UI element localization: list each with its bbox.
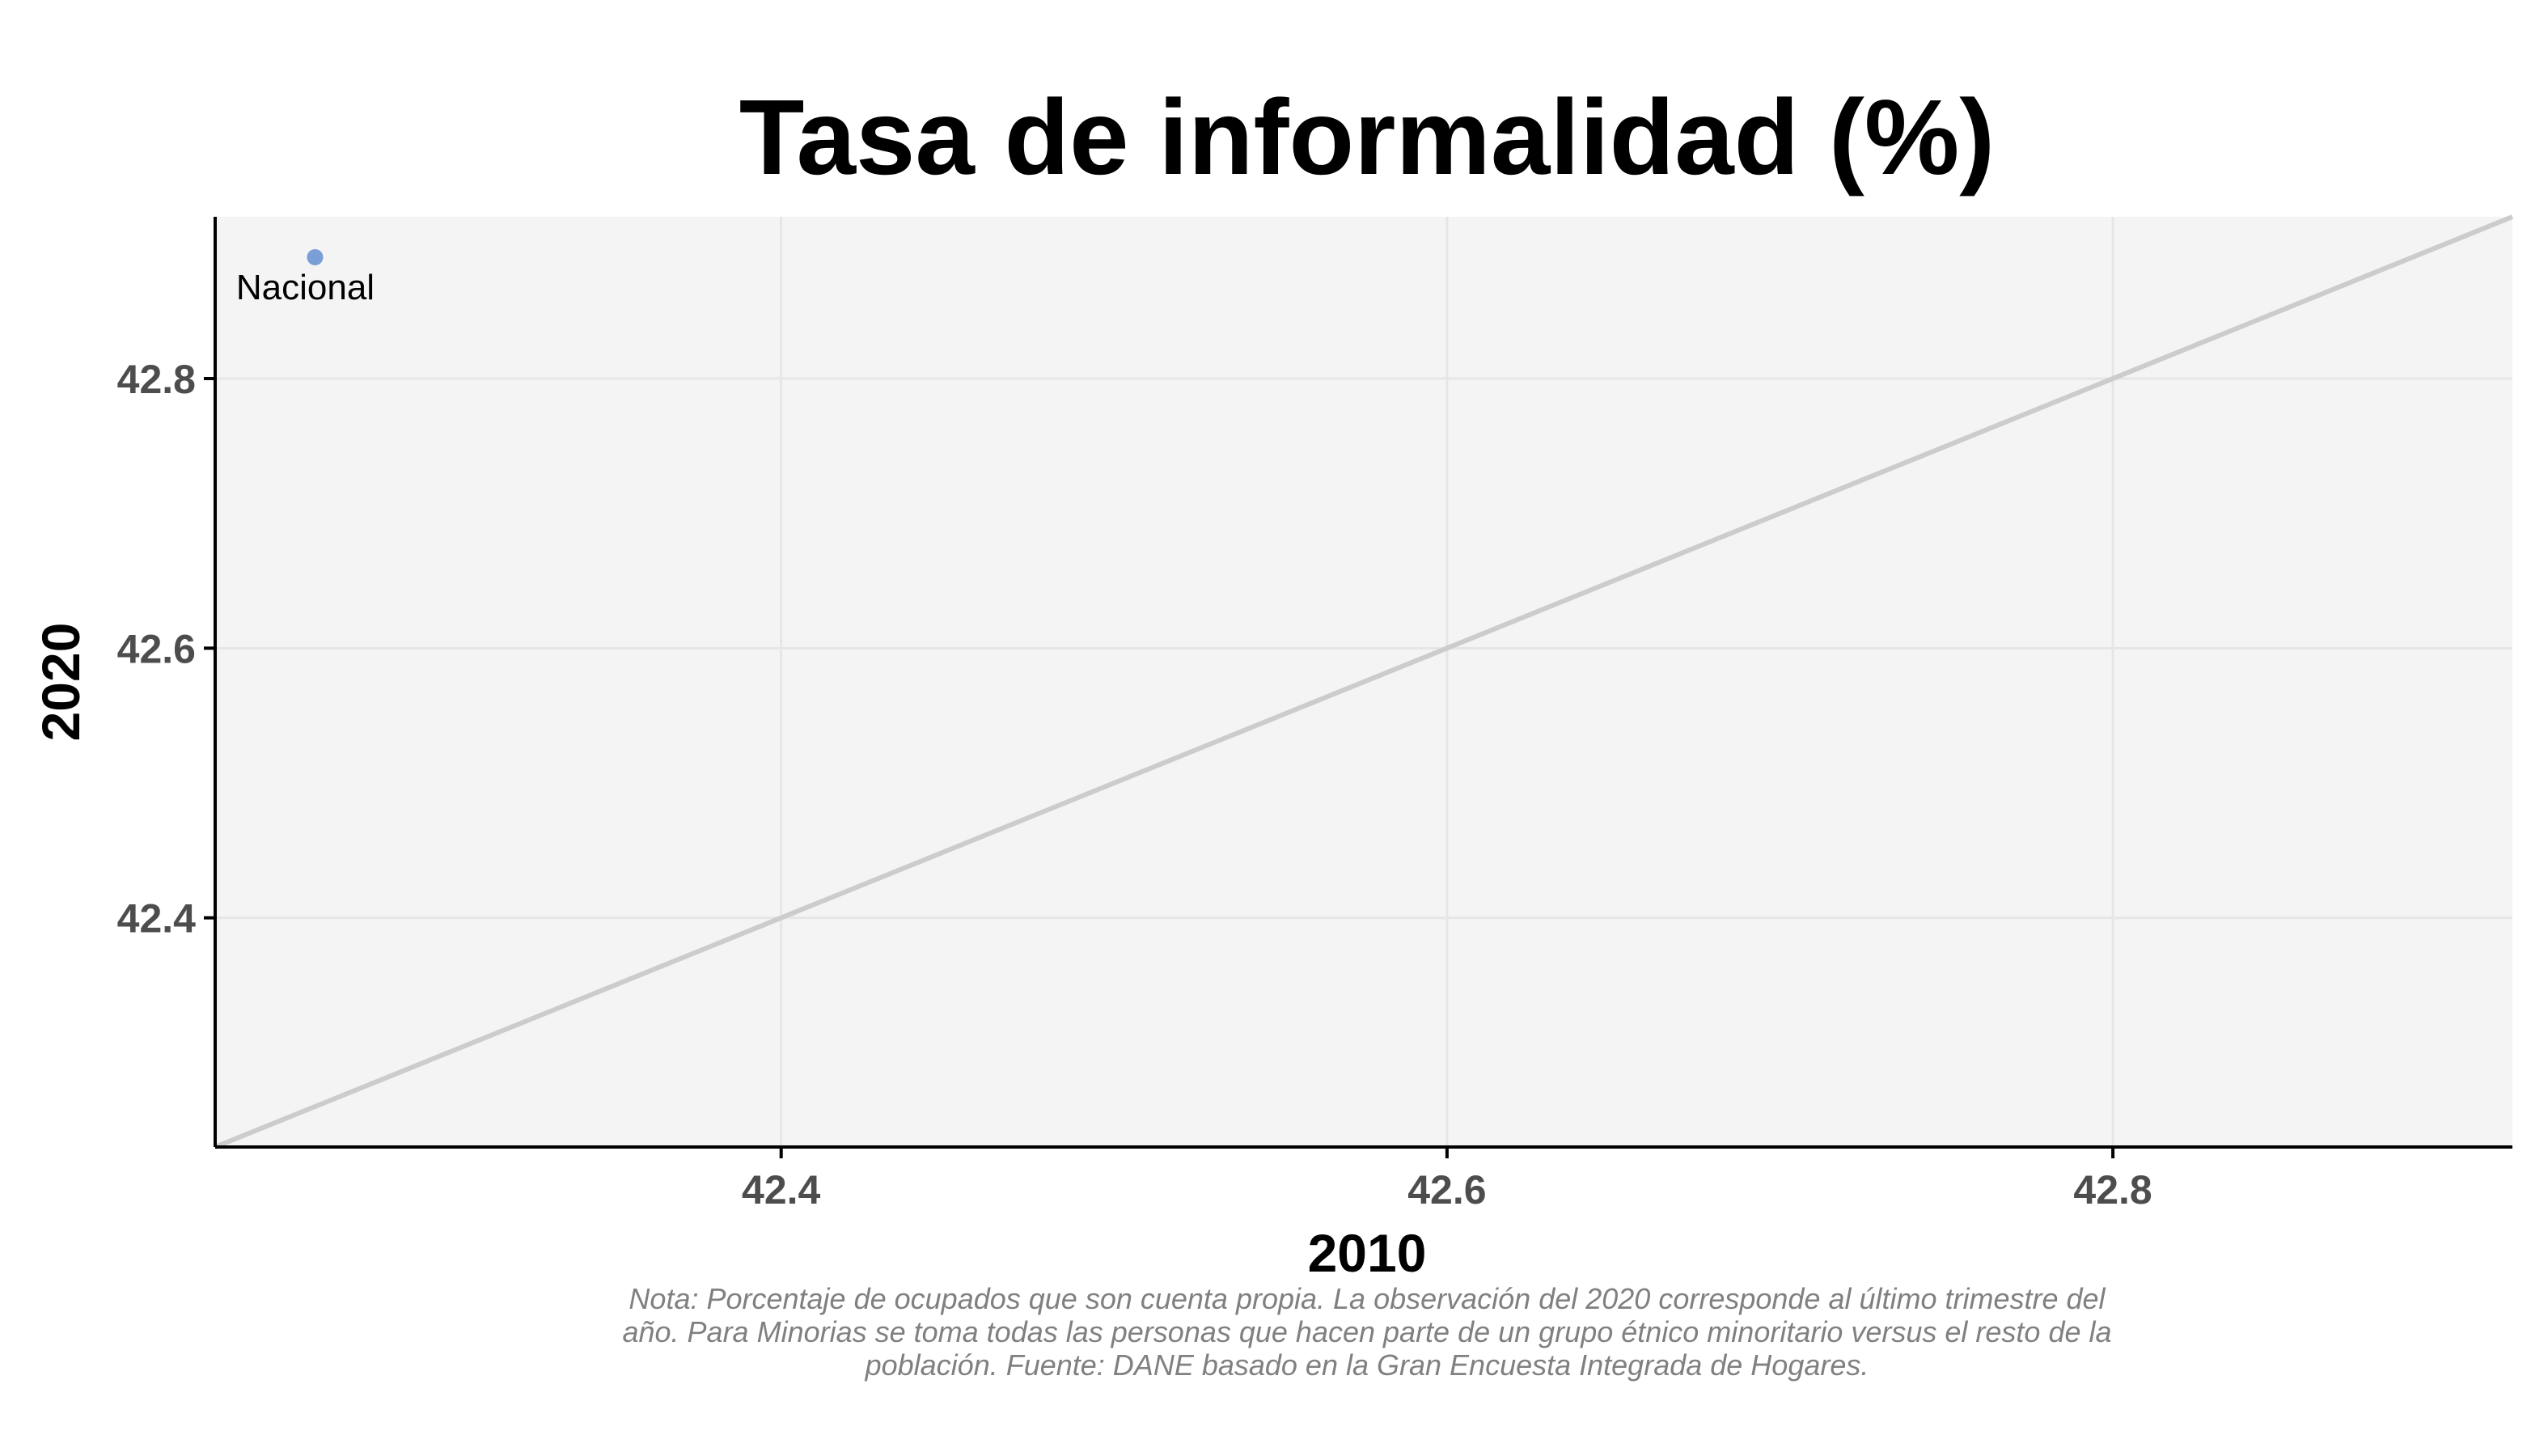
x-tick-label-1: 42.6: [1407, 1167, 1486, 1213]
x-axis-title: 2010: [1308, 1223, 1427, 1283]
chart-title: Tasa de informalidad (%): [739, 78, 1995, 197]
data-point-label-0: Nacional: [236, 268, 375, 307]
y-tick-label-1: 42.6: [117, 626, 196, 671]
x-axis-ticks: 42.4 42.6 42.8: [742, 1147, 2152, 1213]
reference-line-identity: [214, 214, 2514, 1149]
y-axis-title: 2020: [31, 623, 91, 742]
data-point-0: [307, 249, 324, 265]
x-tick-label-0: 42.4: [742, 1167, 821, 1213]
chart-caption: Nota: Porcentaje de ocupados que son cue…: [622, 1282, 2112, 1382]
y-tick-label-0: 42.4: [117, 896, 197, 942]
x-tick-label-2: 42.8: [2073, 1167, 2152, 1213]
grid-lines: [215, 217, 2512, 1147]
y-tick-label-2: 42.8: [117, 357, 196, 402]
y-axis-ticks: 42.4 42.6 42.8: [117, 357, 215, 942]
data-points: Nacional: [236, 249, 375, 307]
